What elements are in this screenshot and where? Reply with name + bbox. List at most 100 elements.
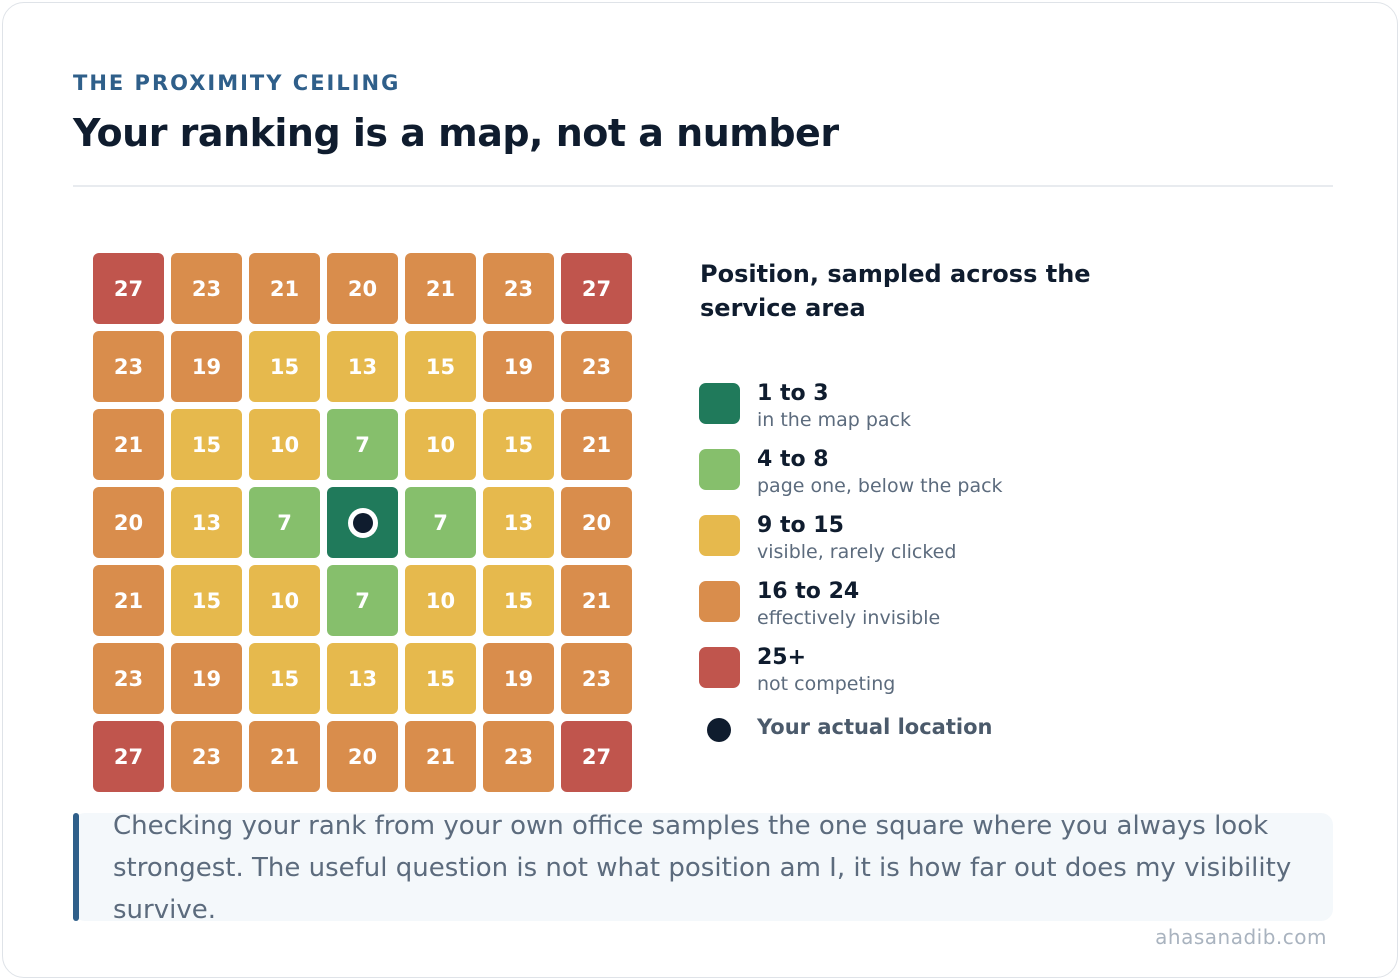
- grid-cell-value: 23: [191, 276, 222, 301]
- location-label: Your actual location: [757, 715, 993, 739]
- location-dot-icon: [707, 718, 731, 742]
- grid-cell-value: 27: [581, 276, 612, 301]
- grid-cell-value: 15: [191, 588, 222, 613]
- legend-range: 16 to 24: [757, 579, 860, 604]
- grid-cell: 20: [327, 253, 398, 324]
- grid-cell: 23: [93, 331, 164, 402]
- grid-cell-value: 23: [581, 354, 612, 379]
- grid-cell-value: 23: [503, 744, 534, 769]
- location-marker-dot: [352, 512, 373, 533]
- grid-cell: 10: [405, 409, 476, 480]
- grid-cell: 21: [561, 409, 632, 480]
- grid-cell-value: 19: [191, 666, 222, 691]
- grid-cell: 21: [249, 253, 320, 324]
- rank-grid: 27 23 21 20 21 23 27 23 19 15 13 15 19 23 21 15 10 7 10 15 2…: [93, 253, 632, 792]
- grid-cell: 10: [249, 409, 320, 480]
- grid-cell-value: 23: [191, 744, 222, 769]
- legend-item-16-to-24: 16 to 24 effectively invisible: [699, 579, 1259, 639]
- legend-range: 25+: [757, 645, 807, 670]
- grid-cell: 19: [171, 331, 242, 402]
- grid-cell: 7: [249, 487, 320, 558]
- grid-cell: 27: [561, 721, 632, 792]
- grid-cell: 10: [405, 565, 476, 636]
- grid-cell: 13: [483, 487, 554, 558]
- legend-description: in the map pack: [757, 409, 911, 431]
- grid-cell-value: 20: [347, 744, 378, 769]
- grid-cell-value: 15: [503, 432, 534, 457]
- grid-cell: 15: [405, 331, 476, 402]
- grid-cell: 23: [561, 643, 632, 714]
- grid-cell: 15: [405, 643, 476, 714]
- grid-cell-value: 10: [269, 588, 300, 613]
- footer-site: ahasanadib.com: [1155, 925, 1327, 949]
- grid-cell: 7: [327, 409, 398, 480]
- grid-cell-value: 21: [113, 432, 144, 457]
- grid-cell-value: 15: [269, 354, 300, 379]
- legend-description: not competing: [757, 673, 896, 695]
- callout-text: Checking your rank from your own office …: [113, 811, 1292, 925]
- grid-cell-value: 23: [113, 354, 144, 379]
- grid-cell: 15: [249, 331, 320, 402]
- grid-cell-value: 27: [113, 744, 144, 769]
- grid-cell-value: 15: [269, 666, 300, 691]
- grid-cell: 27: [561, 253, 632, 324]
- grid-cell: 13: [171, 487, 242, 558]
- grid-cell: 20: [327, 721, 398, 792]
- grid-cell: 19: [483, 331, 554, 402]
- grid-cell-value: 15: [425, 354, 456, 379]
- legend-description: visible, rarely clicked: [757, 541, 957, 563]
- grid-cell-value: 20: [581, 510, 612, 535]
- grid-cell: 15: [171, 565, 242, 636]
- grid-cell: 7: [327, 565, 398, 636]
- grid-cell-value: 13: [347, 354, 378, 379]
- legend-description: effectively invisible: [757, 607, 941, 629]
- location-marker-icon: [347, 507, 378, 538]
- grid-cell: 19: [483, 643, 554, 714]
- grid-cell: 15: [171, 409, 242, 480]
- grid-cell: 23: [171, 721, 242, 792]
- grid-cell-value: 15: [425, 666, 456, 691]
- grid-cell-value: 27: [581, 744, 612, 769]
- legend-item-location: Your actual location: [699, 715, 1259, 745]
- grid-cell-value: 20: [113, 510, 144, 535]
- grid-cell: 19: [171, 643, 242, 714]
- grid-cell-value: 21: [581, 432, 612, 457]
- legend-range: 4 to 8: [757, 447, 829, 472]
- grid-cell-value: 21: [425, 744, 456, 769]
- grid-cell: [327, 487, 398, 558]
- grid-cell-value: 21: [581, 588, 612, 613]
- grid-cell-value: 10: [269, 432, 300, 457]
- grid-cell-value: 7: [277, 510, 292, 535]
- grid-cell-value: 7: [433, 510, 448, 535]
- grid-cell-value: 7: [355, 432, 370, 457]
- grid-cell-value: 23: [581, 666, 612, 691]
- grid-cell: 23: [171, 253, 242, 324]
- grid-cell: 23: [483, 721, 554, 792]
- legend-swatch: [699, 449, 740, 490]
- grid-cell: 23: [483, 253, 554, 324]
- grid-cell-value: 15: [503, 588, 534, 613]
- grid-cell-value: 7: [355, 588, 370, 613]
- grid-cell: 20: [93, 487, 164, 558]
- grid-cell: 21: [249, 721, 320, 792]
- legend-description: page one, below the pack: [757, 475, 1003, 497]
- callout: Checking your rank from your own office …: [73, 811, 1333, 925]
- eyebrow-label: THE PROXIMITY CEILING: [73, 71, 401, 95]
- legend-item-1-to-3: 1 to 3 in the map pack: [699, 381, 1259, 441]
- grid-cell-value: 19: [503, 666, 534, 691]
- divider: [73, 185, 1333, 187]
- legend-swatch: [699, 647, 740, 688]
- legend-item-4-to-8: 4 to 8 page one, below the pack: [699, 447, 1259, 507]
- grid-cell-value: 13: [347, 666, 378, 691]
- legend-item-9-to-15: 9 to 15 visible, rarely clicked: [699, 513, 1259, 573]
- grid-cell-value: 21: [113, 588, 144, 613]
- grid-cell-value: 10: [425, 432, 456, 457]
- grid-cell: 23: [93, 643, 164, 714]
- grid-cell: 13: [327, 643, 398, 714]
- grid-cell: 27: [93, 253, 164, 324]
- grid-cell-value: 27: [113, 276, 144, 301]
- grid-cell: 23: [561, 331, 632, 402]
- grid-cell-value: 23: [503, 276, 534, 301]
- grid-cell: 21: [561, 565, 632, 636]
